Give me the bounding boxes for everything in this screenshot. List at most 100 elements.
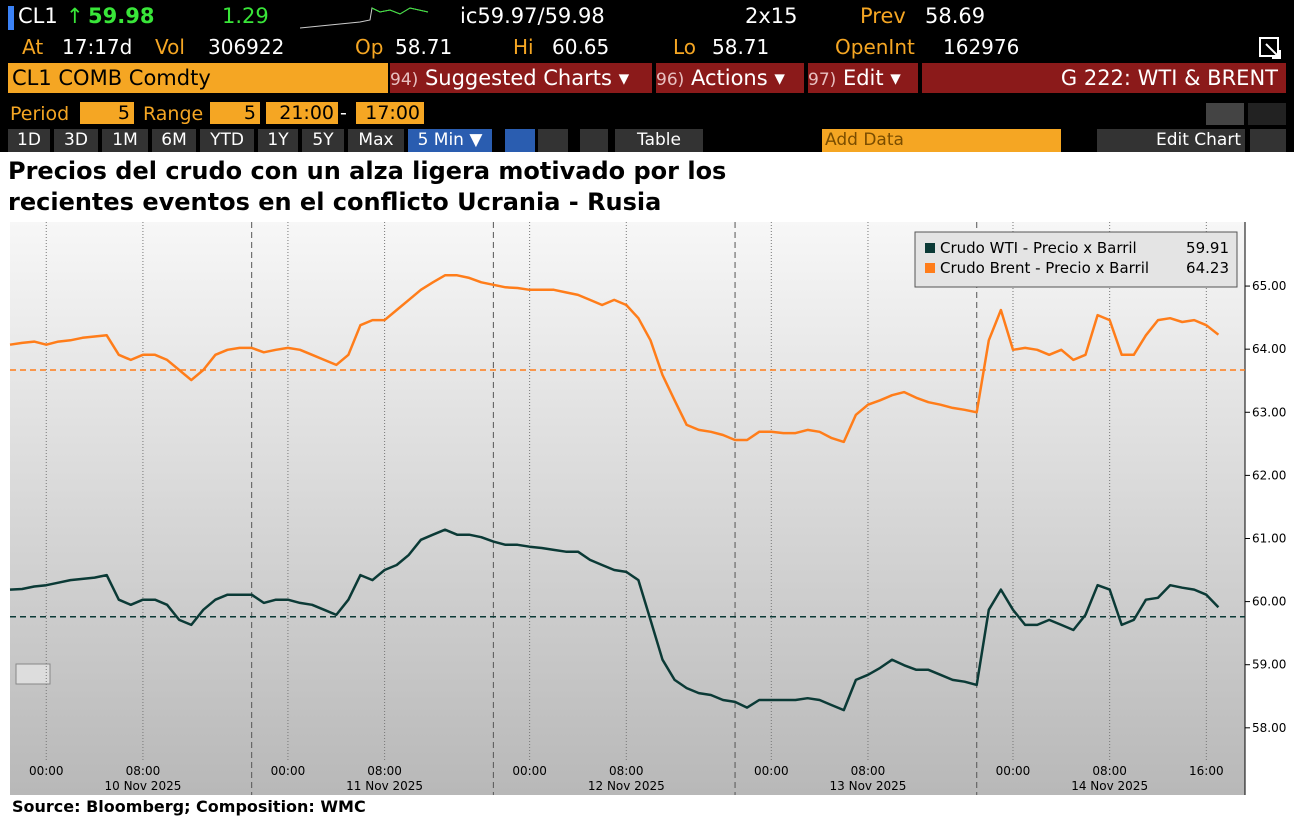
dropdown[interactable] <box>580 129 608 152</box>
y-tick-label: 62.00 <box>1252 468 1286 482</box>
date-label: 12 Nov 2025 <box>588 779 665 793</box>
sparkline <box>300 7 429 29</box>
x-tick-label: 08:00 <box>609 764 644 778</box>
oi-label: OpenInt <box>835 35 915 59</box>
table-button[interactable]: Table <box>615 129 703 152</box>
range-tab[interactable]: 1Y <box>258 129 298 152</box>
x-tick-label: 08:00 <box>367 764 402 778</box>
prev: 58.69 <box>925 4 986 28</box>
edit-chart[interactable]: Edit Chart <box>1097 129 1245 152</box>
oi: 162976 <box>943 35 1020 59</box>
end-field[interactable]: 17:00 <box>356 102 424 124</box>
settings[interactable] <box>1250 129 1286 152</box>
x-tick-label: 00:00 <box>996 764 1031 778</box>
x-tick-label: 08:00 <box>1092 764 1127 778</box>
x-tick-label: 08:00 <box>126 764 161 778</box>
marker <box>8 6 14 30</box>
legend-box <box>914 231 1238 288</box>
menu-key: 97) <box>808 70 837 90</box>
legend-value: 59.91 <box>1186 239 1229 257</box>
hi-label: Hi <box>513 35 534 59</box>
start-field[interactable]: 21:00 <box>266 102 338 124</box>
range-tab[interactable]: 5 Min ▼ <box>408 129 492 152</box>
chart-name-text: G 222: WTI & BRENT <box>1060 66 1278 90</box>
security-field[interactable]: CL1 COMB Comdty <box>8 63 388 93</box>
popout-icon[interactable] <box>1258 36 1284 60</box>
chart: 00:00 08:00 00:00 08:00 00:00 08:00 00:00 08:00… <box>9 222 1294 795</box>
menu-item[interactable]: 94) Suggested Charts ▾ <box>390 63 652 93</box>
legend-swatch <box>925 243 935 253</box>
time: 17:17d <box>62 35 133 59</box>
arrow: ↑ <box>66 4 84 28</box>
menu-label: Actions ▾ <box>690 66 785 90</box>
menu-label: Suggested Charts ▾ <box>424 66 630 90</box>
range-field[interactable]: 5 <box>210 102 260 124</box>
y-tick-label: 63.00 <box>1252 405 1286 419</box>
range-tab[interactable]: 5Y <box>302 129 344 152</box>
y-tick-label: 64.00 <box>1252 342 1286 356</box>
chart-type[interactable] <box>505 129 535 152</box>
source: Source: Bloomberg; Composition: WMC <box>12 797 366 816</box>
range-tab[interactable]: 1M <box>102 129 148 152</box>
undo[interactable] <box>1206 103 1244 125</box>
series-line <box>9 528 1220 712</box>
ticker: CL1 <box>18 4 58 28</box>
period-field[interactable]: 5 <box>80 102 134 124</box>
op: 58.71 <box>395 35 453 59</box>
range-tab[interactable]: YTD <box>200 129 254 152</box>
op-label: Op <box>355 35 384 59</box>
mini-icon[interactable] <box>15 663 51 685</box>
x-tick-label: 00:00 <box>512 764 547 778</box>
legend-swatch <box>925 263 935 273</box>
prev-label: Prev <box>860 4 906 28</box>
menu-item[interactable]: 97) Edit ▾ <box>808 63 918 93</box>
date-label: 14 Nov 2025 <box>1071 779 1148 793</box>
y-tick-label: 59.00 <box>1252 658 1286 672</box>
vol: 306922 <box>208 35 285 59</box>
lo: 58.71 <box>712 35 770 59</box>
legend-label: Crudo Brent - Precio x Barril <box>940 259 1149 277</box>
change: 1.29 <box>222 4 269 28</box>
legend-label: Crudo WTI - Precio x Barril <box>940 239 1137 257</box>
period-label: Period <box>10 103 70 125</box>
legend-value: 64.23 <box>1186 259 1229 277</box>
range-tab[interactable]: 1D <box>8 129 50 152</box>
range-tab[interactable]: 6M <box>152 129 196 152</box>
range-tab[interactable]: 3D <box>54 129 98 152</box>
menu-item[interactable]: 96) Actions ▾ <box>656 63 804 93</box>
size: 2x15 <box>745 4 798 28</box>
date-label: 11 Nov 2025 <box>346 779 423 793</box>
menu-label: Edit ▾ <box>842 66 901 90</box>
y-tick-label: 60.00 <box>1252 595 1286 609</box>
x-tick-label: 00:00 <box>754 764 789 778</box>
x-tick-label: 16:00 <box>1189 764 1224 778</box>
plot-area <box>10 222 1245 795</box>
axis-area <box>1245 222 1294 795</box>
tools[interactable] <box>538 129 568 152</box>
price: 59.98 <box>88 4 155 28</box>
redo[interactable] <box>1248 103 1286 125</box>
at-label: At <box>22 35 44 59</box>
range-label: Range <box>143 103 204 125</box>
chart-title: Precios del crudo con un alza ligera mot… <box>8 157 727 216</box>
date-label: 13 Nov 2025 <box>830 779 907 793</box>
hi: 60.65 <box>552 35 610 59</box>
lo-label: Lo <box>673 35 697 59</box>
date-label: 10 Nov 2025 <box>104 779 181 793</box>
menu-key: 96) <box>656 70 685 90</box>
y-tick-label: 61.00 <box>1252 531 1286 545</box>
chart-name[interactable]: G 222: WTI & BRENT <box>922 63 1286 93</box>
menu-key: 94) <box>390 70 419 90</box>
x-tick-label: 08:00 <box>851 764 886 778</box>
x-tick-label: 00:00 <box>271 764 306 778</box>
y-tick-label: 65.00 <box>1252 279 1286 293</box>
bid-ask: ic59.97/59.98 <box>460 4 605 28</box>
series-line <box>9 274 1220 444</box>
x-tick-label: 00:00 <box>29 764 64 778</box>
add-data[interactable]: Add Data <box>822 129 1061 152</box>
range-tab[interactable]: Max <box>348 129 404 152</box>
dash: - <box>340 102 347 124</box>
y-tick-label: 58.00 <box>1252 721 1286 735</box>
vol-label: Vol <box>155 35 185 59</box>
